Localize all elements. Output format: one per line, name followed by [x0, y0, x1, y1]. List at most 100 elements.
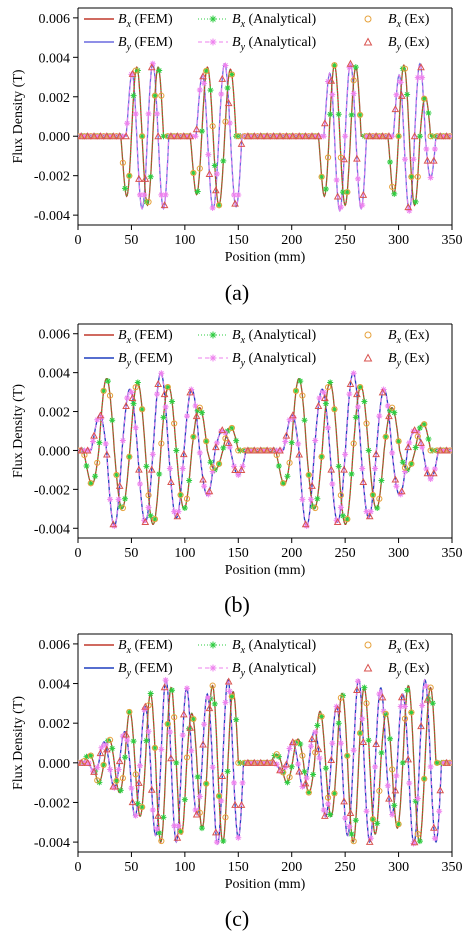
bx-ex-marker — [273, 751, 280, 758]
plot-area — [78, 677, 452, 847]
bx-analytical-marker — [357, 111, 364, 118]
by-analytical-marker — [111, 523, 118, 530]
by-ex-marker — [141, 702, 150, 710]
by-analytical-marker — [124, 394, 131, 401]
by-ex-marker — [250, 446, 259, 454]
by-ex-marker — [90, 431, 98, 439]
bx-ex-marker — [151, 744, 159, 752]
by-analytical-marker — [231, 779, 238, 786]
by-analytical-marker — [209, 204, 216, 211]
bx-analytical-marker — [207, 459, 214, 466]
bx-ex-marker — [421, 421, 428, 428]
bx-analytical-marker — [352, 817, 359, 824]
by-analytical-marker — [346, 823, 353, 830]
bx-ex-marker — [401, 464, 409, 471]
bx-ex-marker — [209, 682, 216, 689]
bx-analytical-marker — [374, 820, 381, 827]
by-ex-marker — [417, 63, 425, 71]
by-ex-marker — [186, 388, 195, 396]
bx-analytical-marker — [207, 87, 214, 94]
legend-marker — [364, 641, 372, 649]
legend-marker — [364, 15, 372, 23]
legend-item: Bx (Analytical) — [198, 328, 316, 346]
by-ex-marker — [282, 431, 291, 439]
by-analytical-marker — [423, 683, 430, 690]
x-tick-label: 300 — [388, 546, 409, 561]
by-analytical-marker — [260, 759, 267, 766]
bx-ex-marker — [376, 787, 383, 795]
by-analytical-marker — [431, 835, 438, 842]
bx-ex-marker — [139, 406, 146, 413]
by-analytical-marker — [376, 133, 383, 140]
by-ex-marker — [109, 782, 118, 790]
bx-ex-marker — [100, 387, 107, 394]
by-analytical-marker — [81, 447, 88, 454]
by-ex-marker — [186, 723, 195, 731]
bx-ex-marker — [215, 460, 223, 467]
x-tick-label: 250 — [335, 860, 356, 875]
by-analytical-marker — [222, 699, 229, 706]
bx-analytical-marker — [421, 775, 428, 782]
by-ex-marker — [115, 132, 124, 140]
by-analytical-marker — [329, 740, 336, 747]
y-tick-label: 0.002 — [39, 91, 71, 106]
by-ex-marker — [83, 446, 92, 454]
bx-analytical-marker — [130, 400, 137, 407]
by-analytical-marker — [325, 800, 332, 807]
bx-ex-marker — [389, 183, 396, 190]
by-ex-marker — [179, 132, 188, 140]
bx-ex-marker — [132, 384, 139, 391]
by-ex-marker — [179, 450, 188, 458]
bx-analytical-marker — [83, 753, 90, 760]
panel-label: (c) — [225, 906, 249, 931]
bx-ex-marker — [87, 480, 94, 487]
by-ex-marker — [90, 132, 98, 140]
bx-ex-marker — [183, 495, 191, 502]
by-analytical-marker — [423, 465, 430, 472]
by-ex-marker — [192, 125, 201, 133]
by-analytical-marker — [145, 110, 152, 117]
by-ex-marker — [212, 186, 220, 194]
by-ex-marker — [167, 132, 175, 140]
bx-analytical-marker — [344, 752, 351, 759]
by-ex-marker — [128, 393, 137, 401]
by-ex-marker — [282, 132, 291, 140]
legend-label: By (Ex) — [388, 35, 430, 53]
legend-item: Bx (Ex) — [364, 638, 430, 656]
bx-analytical-marker — [203, 438, 210, 445]
bx-ex-marker — [119, 775, 126, 782]
by-ex-marker — [423, 469, 432, 477]
by-ex-marker — [263, 758, 271, 766]
series-bx-analytical — [78, 684, 452, 844]
bx-analytical-marker — [156, 829, 163, 836]
by-analytical-marker — [102, 440, 109, 447]
by-analytical-marker — [132, 424, 139, 431]
x-tick-label: 350 — [442, 546, 463, 561]
by-ex-marker — [218, 426, 227, 434]
by-ex-marker — [237, 465, 246, 473]
bx-ex-marker — [395, 821, 402, 828]
by-ex-marker — [410, 132, 419, 140]
by-ex-marker — [173, 512, 182, 520]
bx-analytical-marker — [96, 439, 103, 446]
bx-ex-marker — [363, 700, 370, 707]
by-analytical-marker — [286, 133, 293, 140]
by-analytical-marker — [94, 133, 101, 140]
by-analytical-marker — [81, 759, 88, 766]
by-analytical-marker — [320, 133, 327, 140]
bx-analytical-marker — [156, 67, 163, 74]
by-ex-marker — [135, 778, 143, 786]
bx-analytical-marker — [357, 384, 364, 391]
bx-analytical-marker — [318, 713, 325, 720]
by-analytical-marker — [376, 413, 383, 420]
by-analytical-marker — [299, 783, 306, 790]
bx-ex-marker — [363, 420, 370, 427]
bx-ex-marker — [286, 774, 293, 781]
by-ex-marker — [404, 755, 413, 763]
by-analytical-marker — [149, 60, 156, 67]
bx-ex-marker — [196, 165, 203, 172]
legend-label: Bx (Ex) — [388, 12, 430, 30]
legend-label: By (FEM) — [118, 351, 173, 369]
by-ex-marker — [244, 758, 252, 766]
bx-analytical-marker — [104, 378, 111, 385]
